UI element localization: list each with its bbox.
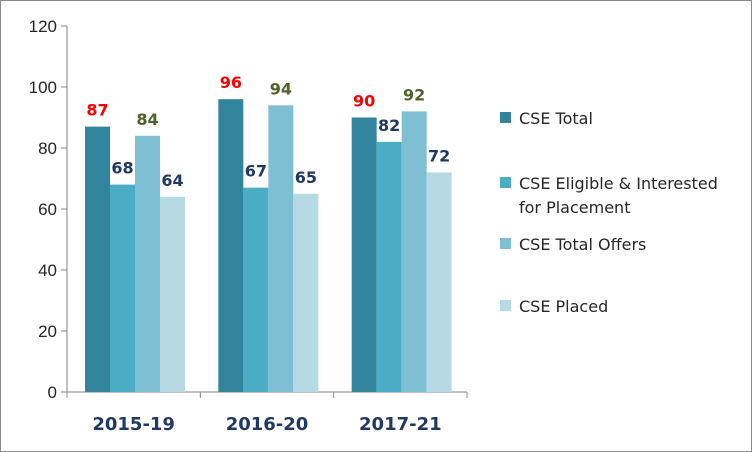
bar [160, 196, 185, 392]
bar [426, 172, 452, 392]
data-label: 84 [136, 110, 158, 129]
data-label: 87 [86, 101, 108, 120]
bar [135, 135, 160, 393]
data-label: 92 [403, 85, 425, 104]
x-category-label: 2017-21 [359, 414, 442, 435]
legend-swatch [500, 300, 511, 311]
bar [351, 117, 377, 392]
y-tick-label: 0 [48, 383, 57, 402]
data-label: 72 [428, 146, 450, 165]
legend-swatch [500, 112, 511, 123]
bar [376, 141, 402, 392]
data-label: 96 [220, 73, 242, 92]
bar [110, 184, 135, 392]
data-label: 94 [270, 79, 292, 98]
legend-label: for Placement [519, 198, 630, 217]
axis-layer: 0 20 40 60 80 100 120 2015-19 2016-20 2017-21 [29, 17, 468, 435]
bars-layer [85, 99, 452, 393]
legend-label: CSE Placed [519, 297, 608, 316]
legend-swatch [500, 177, 511, 188]
bar [268, 105, 294, 393]
legend-swatch [500, 238, 511, 249]
bar [293, 193, 319, 392]
bar [401, 111, 427, 393]
y-tick-label: 80 [38, 139, 57, 158]
data-label: 67 [245, 162, 267, 181]
bar [243, 187, 269, 392]
legend-label: CSE Total [519, 109, 593, 128]
data-label: 82 [378, 116, 400, 135]
y-tick-label: 60 [38, 200, 57, 219]
legend-label: CSE Eligible & Interested [519, 174, 718, 193]
legend-label: CSE Total Offers [519, 235, 646, 254]
x-category-label: 2016-20 [226, 414, 309, 435]
data-label: 68 [111, 159, 133, 178]
y-tick-label: 120 [29, 17, 57, 36]
y-tick-label: 20 [38, 322, 57, 341]
y-tick-label: 40 [38, 261, 57, 280]
data-label: 65 [295, 168, 317, 187]
data-label: 64 [161, 171, 183, 190]
data-label: 90 [353, 92, 375, 111]
y-tick-label: 100 [29, 78, 57, 97]
x-category-label: 2015-19 [92, 414, 175, 435]
bar [218, 99, 244, 392]
bar [85, 126, 110, 393]
legend: CSE Total CSE Eligible & Interested for Pl… [500, 109, 718, 316]
